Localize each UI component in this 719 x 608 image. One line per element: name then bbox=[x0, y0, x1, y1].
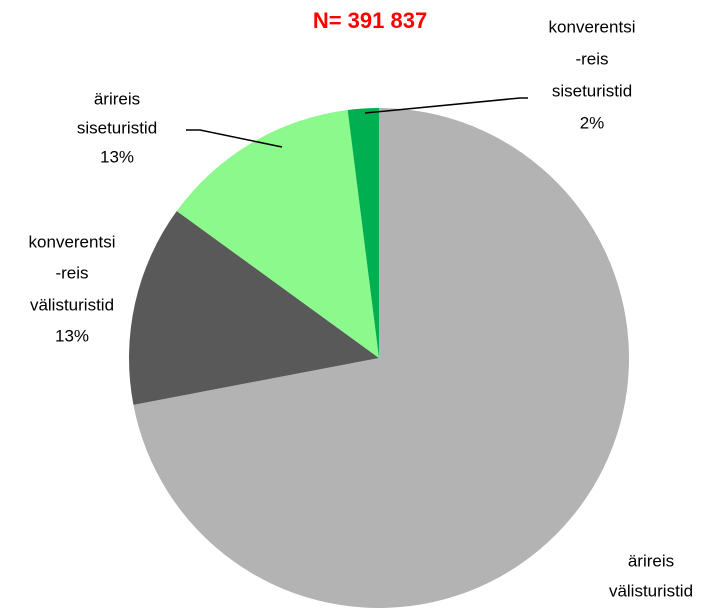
pie-slice bbox=[133, 108, 629, 608]
chart-title: N= 391 837 bbox=[313, 8, 427, 33]
slice-label: konverentsi bbox=[549, 17, 636, 36]
slice-label: välisturistid bbox=[30, 295, 114, 314]
slice-value-label: 13% bbox=[100, 147, 134, 166]
pie-slice bbox=[176, 109, 379, 359]
pie-slice bbox=[129, 211, 379, 405]
slice-label: -reis bbox=[55, 263, 88, 282]
slice-label: konverentsi bbox=[29, 232, 116, 251]
slice-label: ärireis bbox=[94, 89, 140, 108]
slice-label: välisturistid bbox=[609, 581, 693, 600]
slice-value-label: 13% bbox=[55, 326, 89, 345]
leader-line bbox=[186, 129, 283, 148]
slice-label: -reis bbox=[575, 49, 608, 68]
slice-label: siseturistid bbox=[552, 81, 632, 100]
pie-slice bbox=[347, 108, 379, 358]
slice-label: siseturistid bbox=[77, 118, 157, 137]
slice-value-label: 2% bbox=[580, 113, 605, 132]
leader-line bbox=[364, 97, 528, 114]
slice-label: ärireis bbox=[628, 551, 674, 570]
